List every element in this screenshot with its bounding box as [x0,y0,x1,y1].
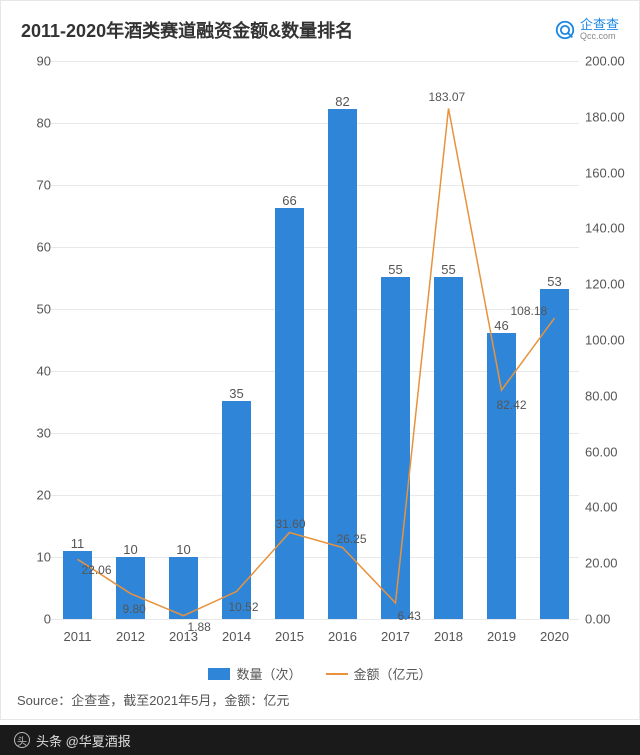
line-value-label: 10.52 [229,600,259,614]
legend-line-label: 金额（亿元） [354,664,432,683]
bar-value-label: 35 [229,386,243,401]
bar-value-label: 55 [441,262,455,277]
toutiao-icon: 头 [14,732,30,748]
y-left-tick: 50 [1,302,51,317]
bar-value-label: 82 [335,94,349,109]
x-tick: 2012 [116,629,145,644]
chart-container: 2011-2020年酒类赛道融资金额&数量排名 企查查 Qcc.com 0 10 2… [0,0,640,720]
y-right-tick: 200.00 [585,54,640,69]
y-right-tick: 120.00 [585,277,640,292]
footer-text: 头条 @华夏酒报 [36,731,131,750]
brand-logo: 企查查 Qcc.com [554,18,619,41]
legend-bar-label: 数量（次） [236,664,301,683]
y-right-tick: 0.00 [585,612,640,627]
y-left-tick: 30 [1,426,51,441]
legend-line-swatch [326,673,348,675]
legend: 数量（次） 金额（亿元） [1,664,639,683]
bar-value-label: 53 [547,274,561,289]
y-left-tick: 80 [1,116,51,131]
y-right-tick: 60.00 [585,444,640,459]
line-value-label: 82.42 [497,398,527,412]
bar-value-label: 10 [176,542,190,557]
plot-area: 1110103566825555465322.069.801.8810.5231… [51,61,579,619]
y-left-tick: 0 [1,612,51,627]
x-tick: 2013 [169,629,198,644]
y-right-tick: 20.00 [585,556,640,571]
y-left-tick: 70 [1,178,51,193]
legend-bar-swatch [208,668,230,680]
x-tick: 2020 [540,629,569,644]
y-axis-right: 0.0020.0040.0060.0080.00100.00120.00140.… [579,61,639,619]
bar-value-label: 10 [123,542,137,557]
brand-name: 企查查 [580,18,619,32]
chart-title: 2011-2020年酒类赛道融资金额&数量排名 [21,17,353,43]
y-right-tick: 180.00 [585,109,640,124]
y-right-tick: 140.00 [585,221,640,236]
x-tick: 2017 [381,629,410,644]
x-tick: 2019 [487,629,516,644]
x-tick: 2014 [222,629,251,644]
legend-bar: 数量（次） [208,664,301,683]
y-left-tick: 20 [1,488,51,503]
line-value-label: 108.18 [511,304,548,318]
brand-sub: Qcc.com [580,32,619,41]
y-right-tick: 100.00 [585,333,640,348]
x-tick: 2011 [64,629,92,644]
x-tick: 2015 [275,629,304,644]
labels-layer: 1110103566825555465322.069.801.8810.5231… [51,61,579,619]
x-tick: 2016 [328,629,357,644]
source-line: Source：企查查，截至2021年5月，金额：亿元 [17,690,289,709]
line-value-label: 183.07 [429,90,466,104]
header: 2011-2020年酒类赛道融资金额&数量排名 企查查 Qcc.com [1,1,639,51]
x-axis: 2011 2012 2013 2014 2015 2016 2017 2018 2019 2020 [51,623,579,649]
y-axis-left: 0102030405060708090 [1,61,51,619]
y-left-tick: 10 [1,550,51,565]
y-left-tick: 90 [1,54,51,69]
bar-value-label: 55 [388,262,402,277]
footer-bar: 头 头条 @华夏酒报 [0,725,640,755]
bar-value-label: 11 [71,536,85,551]
y-left-tick: 60 [1,240,51,255]
line-value-label: 6.43 [398,609,421,623]
y-left-tick: 40 [1,364,51,379]
x-tick: 2018 [434,629,463,644]
y-right-tick: 160.00 [585,165,640,180]
line-value-label: 26.25 [337,532,367,546]
qcc-icon [554,19,576,41]
line-value-label: 9.80 [123,602,146,616]
line-value-label: 22.06 [82,563,112,577]
y-right-tick: 80.00 [585,388,640,403]
bar-value-label: 66 [282,193,296,208]
line-value-label: 31.60 [276,517,306,531]
legend-line: 金额（亿元） [326,664,432,683]
y-right-tick: 40.00 [585,500,640,515]
bar-value-label: 46 [494,318,508,333]
